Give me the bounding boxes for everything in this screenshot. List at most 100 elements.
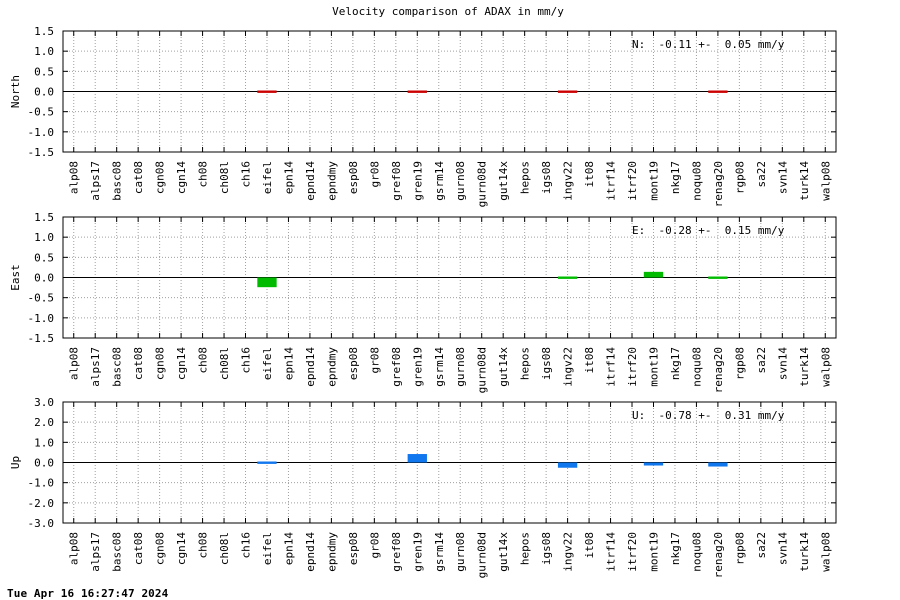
plot-frame: [62, 30, 837, 153]
x-tick-label: walp08: [819, 532, 832, 572]
x-tick-label: epn14: [282, 161, 295, 194]
x-tick-label: basc08: [111, 161, 124, 201]
x-tick-label: cat08: [132, 532, 145, 565]
x-tick-label: renag20: [712, 161, 725, 207]
x-tick-label: cat08: [132, 161, 145, 194]
x-tick-label: ch16: [240, 347, 253, 374]
chart-panel-2: 3.0 2.0 1.0 0.0 -1.0 -2.0 -3.0 alp08 alps17 basc0…: [9, 396, 837, 578]
x-tick-label: mont19: [647, 532, 660, 572]
x-tick-label: sa22: [755, 347, 768, 374]
x-tick-label: itrf20: [626, 161, 639, 201]
stat-annotation: U: -0.78 +- 0.31 mm/y: [632, 409, 785, 422]
x-tick-label: cgn14: [175, 347, 188, 380]
x-tick-label: epnd14: [304, 347, 317, 387]
x-tick-label: ch08l: [218, 347, 231, 380]
x-tick-label: esp08: [347, 532, 360, 565]
x-tick-label: cgn08: [154, 161, 167, 194]
x-tick-label: noqu08: [690, 532, 703, 572]
x-tick-label: nkg17: [669, 347, 682, 380]
x-tick-label: noqu08: [690, 161, 703, 201]
stat-annotation: E: -0.28 +- 0.15 mm/y: [632, 224, 785, 237]
x-tick-label: gurn08d: [476, 161, 489, 207]
x-tick-label: svn14: [776, 161, 789, 194]
x-tick-label: turk14: [798, 161, 811, 201]
x-tick-label: renag20: [712, 532, 725, 578]
x-tick-label: hepos: [519, 532, 532, 565]
x-tick-label: gut14x: [497, 161, 510, 201]
y-axis-label: North: [9, 75, 22, 108]
x-tick-label: basc08: [111, 532, 124, 572]
y-tick-label: 0.0: [34, 457, 54, 470]
bar-eifel: [257, 90, 277, 93]
x-tick-label: rgp08: [733, 532, 746, 565]
x-tick-label: ch08l: [218, 532, 231, 565]
x-tick-label: gr08: [368, 347, 381, 374]
x-tick-label: cgn14: [175, 161, 188, 194]
x-tick-label: noqu08: [690, 347, 703, 387]
bar-eifel: [257, 461, 277, 464]
x-tick-label: alps17: [89, 532, 102, 572]
bar-renag20: [708, 462, 728, 467]
x-tick-label: walp08: [819, 161, 832, 201]
y-tick-label: -1.5: [28, 146, 55, 159]
x-tick-label: ingv22: [562, 161, 575, 201]
x-tick-label: gut14x: [497, 532, 510, 572]
x-tick-label: alps17: [89, 347, 102, 387]
y-tick-label: 1.0: [34, 436, 54, 449]
x-tick-label: itrf14: [605, 532, 618, 572]
x-tick-label: epndmy: [325, 532, 338, 572]
x-tick-label: cgn14: [175, 532, 188, 565]
x-tick-label: cgn08: [154, 532, 167, 565]
x-tick-label: ch08: [197, 347, 210, 374]
x-tick-label: rgp08: [733, 161, 746, 194]
x-tick-label: igs08: [540, 161, 553, 194]
x-tick-label: esp08: [347, 161, 360, 194]
chart-panel-1: 1.5 1.0 0.5 0.0 -0.5 -1.0 -1.5 alp08 alps17 basc0…: [9, 211, 837, 393]
x-tick-label: basc08: [111, 347, 124, 387]
y-tick-label: -0.5: [28, 106, 55, 119]
x-tick-label: hepos: [519, 347, 532, 380]
x-tick-label: nkg17: [669, 532, 682, 565]
x-tick-label: gurn08d: [476, 347, 489, 393]
y-tick-label: 3.0: [34, 396, 54, 409]
plot-frame: [62, 216, 837, 339]
y-tick-label: 1.0: [34, 231, 54, 244]
x-tick-label: it08: [583, 347, 596, 374]
y-tick-label: 0.0: [34, 272, 54, 285]
bar-gren19: [407, 90, 427, 93]
x-tick-label: mont19: [647, 161, 660, 201]
x-tick-label: it08: [583, 532, 596, 559]
x-tick-label: gsrm14: [433, 161, 446, 201]
x-tick-label: gr08: [368, 161, 381, 188]
x-tick-label: igs08: [540, 347, 553, 380]
x-tick-label: epn14: [282, 347, 295, 380]
x-tick-label: eifel: [261, 161, 274, 194]
x-tick-label: ingv22: [562, 532, 575, 572]
x-tick-label: eifel: [261, 347, 274, 380]
y-tick-label: -2.0: [28, 497, 55, 510]
x-tick-label: cgn08: [154, 347, 167, 380]
x-tick-label: ch08l: [218, 161, 231, 194]
x-tick-label: gsrm14: [433, 532, 446, 572]
bar-renag20: [708, 276, 728, 279]
x-tick-label: ch16: [240, 161, 253, 188]
y-tick-label: 1.0: [34, 45, 54, 58]
x-tick-label: gsrm14: [433, 347, 446, 387]
bar-gren19: [407, 454, 427, 463]
y-tick-label: -1.0: [28, 312, 55, 325]
x-tick-label: ch16: [240, 532, 253, 559]
y-tick-label: -1.0: [28, 477, 55, 490]
bar-mont19: [643, 462, 664, 466]
x-tick-label: epndmy: [325, 347, 338, 387]
bar-ingv22: [557, 462, 578, 468]
x-tick-label: esp08: [347, 347, 360, 380]
stat-annotation: N: -0.11 +- 0.05 mm/y: [632, 38, 785, 51]
x-tick-label: gref08: [390, 532, 403, 572]
x-tick-label: hepos: [519, 161, 532, 194]
y-tick-label: 0.0: [34, 86, 54, 99]
x-tick-label: turk14: [798, 347, 811, 387]
x-tick-label: itrf14: [605, 347, 618, 387]
y-tick-label: 0.5: [34, 65, 54, 78]
x-tick-label: sa22: [755, 532, 768, 559]
